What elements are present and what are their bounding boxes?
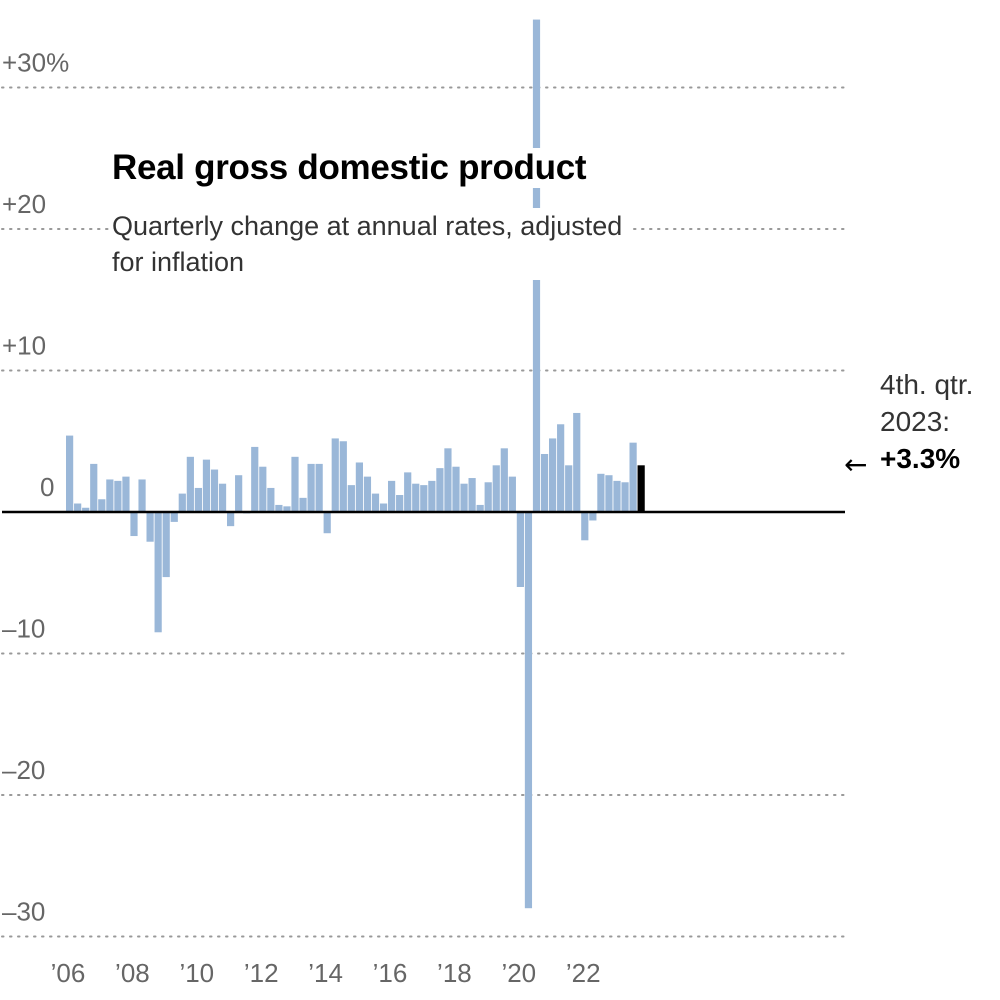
bar [186,456,194,512]
bar [597,473,605,513]
bar [420,485,428,512]
bar [573,412,581,512]
bar [436,468,444,512]
bar [347,485,355,512]
bar [251,446,259,512]
bar [379,503,388,512]
annotation-value: +3.3% [880,443,961,474]
latest-annotation: 4th. qtr. 2023: +3.3% [880,366,973,477]
bar [460,483,468,512]
bar [90,463,98,512]
y-tick-label: +20 [2,189,46,219]
x-tick-label: ’14 [308,958,343,988]
bar [315,463,323,512]
bar [524,512,533,909]
bar [605,475,613,512]
bar [194,487,202,512]
bar [106,479,114,512]
bar [170,512,178,522]
x-tick-label: ’22 [566,958,601,988]
bar [291,456,299,512]
bar [452,466,460,512]
bar [146,512,154,542]
bar [540,453,549,512]
bar [210,469,219,512]
bar [363,476,372,513]
bar [629,442,637,512]
bar [412,483,420,512]
bar [218,483,227,512]
bar [162,512,170,578]
bar [404,472,412,512]
bar [492,465,500,513]
chart-title: Real gross domestic product [112,148,593,188]
bar [476,504,484,513]
bar-latest-quarter [637,465,645,513]
bar [299,497,307,512]
bar [283,506,291,512]
bar [66,435,74,512]
y-axis-labels: +30% +20 +10 0 –10 –20 –30 [2,48,69,927]
bar [396,495,404,512]
annotation-line1: 4th. qtr. [880,369,974,400]
x-tick-label: ’12 [244,958,279,988]
bar [484,482,492,512]
left-arrow-icon: ← [844,448,868,481]
bar [138,479,146,512]
bar [355,462,363,512]
y-tick-label: +10 [2,331,46,361]
bar [122,476,130,513]
y-tick-label: –10 [2,614,45,644]
bar [259,466,267,512]
x-tick-label: ’20 [501,958,536,988]
bar [275,504,283,513]
bar [98,499,106,512]
bar [235,475,243,512]
bar [621,482,629,512]
bar [130,512,138,537]
bar [331,438,339,512]
bar [516,512,524,587]
bar [468,478,476,512]
chart-subtitle: Quarterly change at annual rates, adjust… [112,208,632,280]
bar [388,480,396,512]
annotation-line2: 2023: [880,406,951,437]
x-tick-label: ’08 [115,958,150,988]
bar [557,424,565,512]
bar [581,512,589,541]
x-axis-labels: ’06 ’08 ’10 ’12 ’14 ’16 ’18 ’20 ’22 [51,958,601,988]
y-tick-label: –30 [2,897,45,927]
bar [549,438,557,512]
x-tick-label: ’06 [51,958,86,988]
x-tick-label: ’18 [437,958,472,988]
bar [371,493,380,512]
bar [202,459,211,512]
bar [82,507,90,512]
bar [178,493,186,512]
bar [613,480,621,512]
y-tick-label: +30% [2,48,69,78]
bar [565,465,573,513]
bar [267,487,275,512]
bar [114,480,122,512]
bar [227,512,235,527]
bar [307,463,315,512]
y-tick-label: 0 [40,472,54,502]
bar [589,512,597,521]
bar [508,476,516,513]
bar [428,480,436,512]
bar [500,448,508,512]
x-tick-label: ’10 [179,958,214,988]
y-tick-label: –20 [2,755,45,785]
bar [154,512,162,633]
x-tick-label: ’16 [373,958,408,988]
bar [444,448,452,512]
bar [323,512,331,534]
bar [74,503,82,512]
bar [339,441,347,512]
